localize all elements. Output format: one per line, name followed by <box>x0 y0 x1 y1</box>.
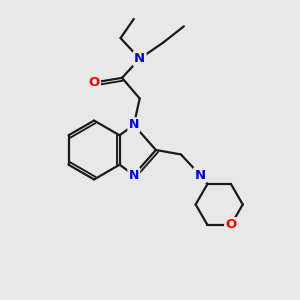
Text: N: N <box>129 169 139 182</box>
Text: O: O <box>88 76 100 89</box>
Text: N: N <box>194 169 206 182</box>
Text: N: N <box>134 52 145 65</box>
Text: N: N <box>129 118 139 131</box>
Text: O: O <box>225 218 237 231</box>
